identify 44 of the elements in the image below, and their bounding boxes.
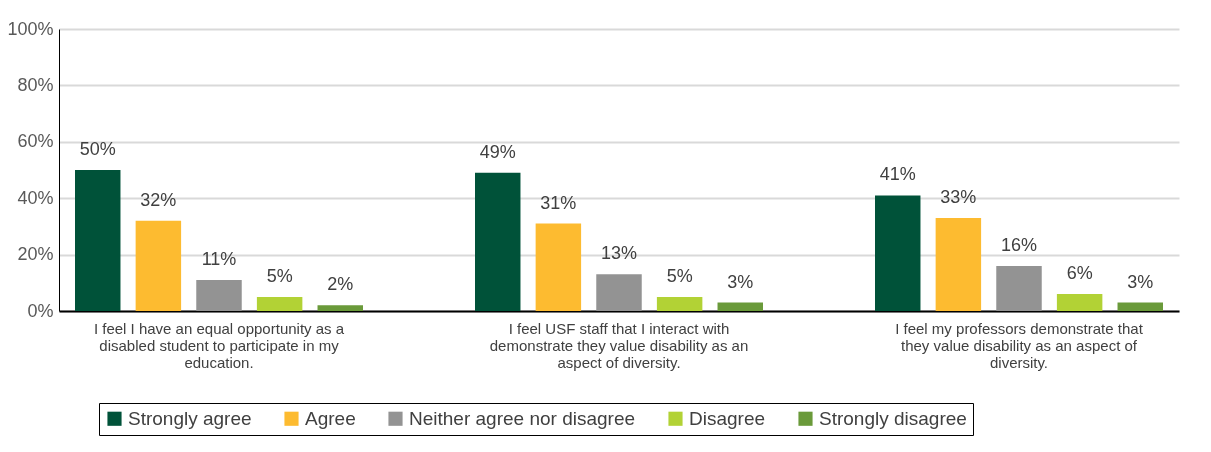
legend-label: Neither agree nor disagree <box>409 407 636 429</box>
data-label: 31% <box>540 192 577 213</box>
bar <box>75 170 121 311</box>
bar <box>196 279 242 311</box>
bar <box>596 274 642 311</box>
legend-label: Agree <box>305 407 356 429</box>
bar <box>256 296 303 311</box>
data-label: 11% <box>201 248 237 269</box>
data-label: 50% <box>79 139 116 159</box>
legend-label: Strongly agree <box>128 407 252 429</box>
data-label: 3% <box>727 271 754 292</box>
bar <box>475 172 521 311</box>
legend-label: Disagree <box>689 407 766 429</box>
bar <box>317 305 363 311</box>
bar <box>875 195 921 311</box>
y-tick-label: 100% <box>7 18 54 39</box>
data-label: 5% <box>666 265 693 286</box>
bar <box>935 217 982 311</box>
bar <box>1056 294 1103 311</box>
data-label: 16% <box>1000 234 1038 255</box>
y-tick-label: 80% <box>17 74 54 95</box>
bar <box>717 302 763 311</box>
data-label: 13% <box>600 243 638 264</box>
x-tick-label: I feel I have an equal opportunity as a disabled student to participate in my education. <box>93 319 345 371</box>
y-tick-label: 0% <box>27 300 54 321</box>
data-label: 3% <box>1127 271 1154 292</box>
y-tick-label: 40% <box>17 187 54 208</box>
data-label: 6% <box>1066 263 1093 284</box>
data-label: 41% <box>879 164 916 185</box>
x-tick-label: I feel USF staff that I interact with demonstrate they value disability as an aspect of diversity. <box>489 319 749 371</box>
x-tick-label: I feel my professors demonstrate that they value disability as an aspect of diversity. <box>895 319 1144 371</box>
data-label: 5% <box>266 265 293 286</box>
data-label: 32% <box>140 189 177 210</box>
bar <box>535 223 582 311</box>
bar <box>996 265 1042 311</box>
y-tick-label: 20% <box>17 244 54 265</box>
bar <box>656 296 703 311</box>
data-label: 33% <box>940 186 977 207</box>
data-label: 49% <box>479 141 516 162</box>
bar <box>1117 302 1163 311</box>
legend-label: Strongly disagree <box>819 407 967 429</box>
y-tick-label: 60% <box>17 131 54 152</box>
bar <box>135 220 182 311</box>
data-label: 2% <box>327 274 354 295</box>
